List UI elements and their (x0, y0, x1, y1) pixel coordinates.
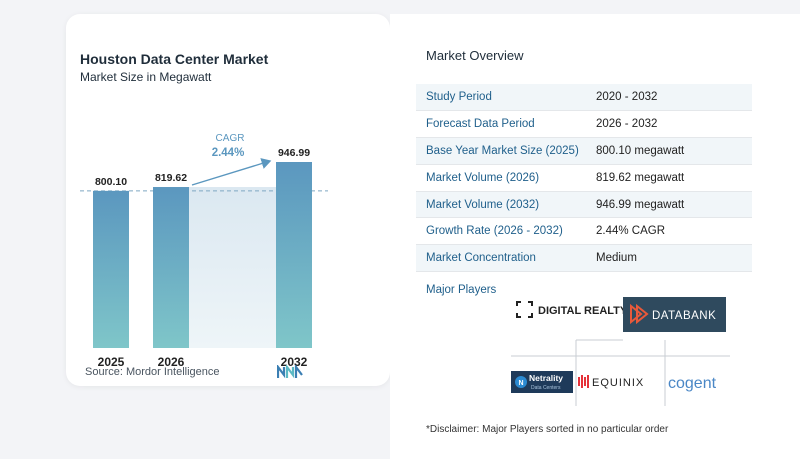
overview-title: Market Overview (426, 48, 524, 63)
svg-text:Netrality: Netrality (529, 373, 563, 383)
overview-row-value: 819.62 megawatt (596, 171, 685, 184)
overview-row-value: 946.99 megawatt (596, 198, 685, 211)
source-text: Source: Mordor Intelligence (85, 366, 220, 378)
overview-row: Base Year Market Size (2025) 800.10 megaw… (416, 137, 752, 165)
overview-row-label: Forecast Data Period (426, 117, 535, 130)
svg-text:Data Centers: Data Centers (531, 385, 561, 391)
overview-row-label: Market Volume (2026) (426, 171, 540, 184)
overview-row: Study Period 2020 - 2032 (416, 84, 752, 111)
category-label: 2026 (158, 355, 185, 369)
overview-row: Market Volume (2026) 819.62 megawatt (416, 165, 752, 192)
overview-row-value: 2026 - 2032 (596, 117, 658, 130)
cogent-logo: cogent (668, 375, 717, 392)
disclaimer: *Disclaimer: Major Players sorted in no … (426, 424, 669, 435)
chart-card: Houston Data Center Market Market Size i… (66, 14, 390, 386)
overview-row-value: 800.10 megawatt (596, 144, 685, 157)
cagr-label: CAGR (216, 133, 245, 144)
svg-text:DATABANK: DATABANK (652, 310, 716, 322)
players-title: Major Players (426, 284, 497, 296)
overview-row-value: 2.44% CAGR (596, 225, 666, 238)
bar-2032 (276, 162, 312, 348)
svg-text:N: N (518, 380, 523, 387)
bar-value-label: 819.62 (155, 172, 187, 184)
market-overview-panel: Market Overview Study Period 2020 - 2032 F… (390, 14, 800, 459)
overview-row-label: Study Period (426, 91, 492, 103)
chart-subtitle: Market Size in Megawatt (80, 70, 212, 84)
mordor-logo-icon (277, 365, 303, 379)
overview-row-value: Medium (596, 252, 637, 265)
overview-row-label: Market Volume (2032) (426, 198, 540, 211)
players-grid: DIGITAL REALTY DATABANK N Netrality Data… (511, 297, 730, 406)
svg-text:EQUINIX: EQUINIX (592, 377, 644, 389)
svg-text:cogent: cogent (668, 375, 717, 392)
category-label: 2025 (98, 355, 125, 369)
category-label: 2032 (281, 355, 308, 369)
digital-realty-logo: DIGITAL REALTY (516, 301, 628, 318)
cagr-value: 2.44% (212, 147, 245, 159)
databank-logo: DATABANK (623, 297, 726, 332)
overview-row-label: Base Year Market Size (2025) (426, 144, 579, 157)
overview-row: Growth Rate (2026 - 2032) 2.44% CAGR (416, 218, 752, 246)
bar-chart: 800.10 2025 819.62 2026 946.99 2032 CAGR 2.44… (80, 133, 328, 369)
bar-2025 (93, 190, 129, 348)
overview-row-label: Growth Rate (2026 - 2032) (426, 225, 563, 238)
overview-row: Market Volume (2032) 946.99 megawatt (416, 191, 752, 219)
chart-title: Houston Data Center Market (80, 51, 269, 67)
overview-row: Forecast Data Period 2026 - 2032 (416, 111, 752, 138)
bar-2026 (153, 187, 189, 348)
bar-value-label: 800.10 (95, 176, 127, 188)
netrality-logo: N Netrality Data Centers (511, 371, 573, 393)
overview-row: Market Concentration Medium (416, 245, 752, 273)
bar-value-label: 946.99 (278, 147, 310, 159)
overview-row-label: Market Concentration (426, 252, 536, 265)
svg-text:DIGITAL REALTY: DIGITAL REALTY (538, 305, 628, 317)
overview-row-value: 2020 - 2032 (596, 91, 658, 103)
equinix-logo: EQUINIX (578, 375, 644, 389)
cagr-arrow (191, 158, 272, 186)
overview-table: Study Period 2020 - 2032 Forecast Data Per… (416, 84, 752, 273)
growth-band (189, 187, 276, 348)
